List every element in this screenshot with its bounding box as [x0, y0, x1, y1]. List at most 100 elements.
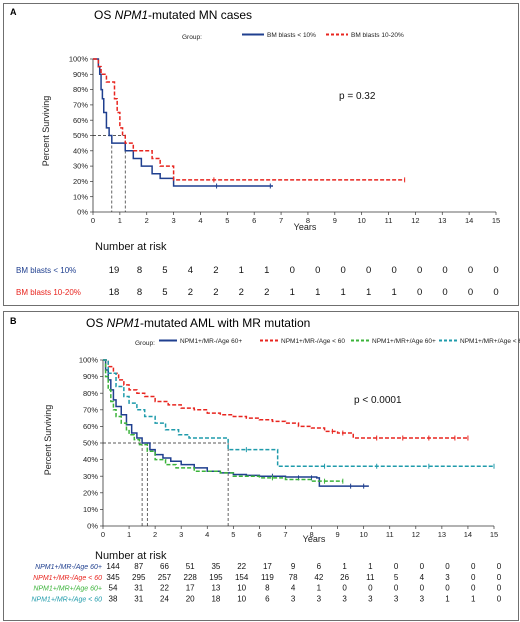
p0-risk-cell: 0 — [315, 265, 320, 276]
panel-b: B OS NPM1-mutated AML with MR mutation P… — [3, 311, 520, 621]
p0-risk-cell: 2 — [264, 287, 269, 298]
p1-risk-cell: 0 — [394, 584, 399, 593]
p1-x-tick-label: 5 — [231, 530, 235, 539]
y-axis-label-a: Percent Surviving — [41, 96, 51, 167]
p0-legend-label-0: BM blasts < 10% — [267, 32, 316, 39]
p1-risk-cell: 228 — [184, 573, 198, 582]
p1-risk-cell: 0 — [420, 584, 425, 593]
p1-x-tick-label: 9 — [336, 530, 340, 539]
p1-risk-cell: 8 — [265, 584, 270, 593]
p1-y-tick-label: 0% — [87, 522, 98, 531]
p1-y-tick-label: 40% — [83, 455, 98, 464]
p1-risk-cell: 0 — [368, 584, 373, 593]
p0-y-tick-label: 10% — [73, 192, 88, 201]
p0-y-tick-label: 80% — [73, 85, 88, 94]
p1-risk-cell: 0 — [497, 584, 502, 593]
p1-risk-cell: 24 — [160, 594, 169, 603]
p1-x-tick-label: 3 — [179, 530, 183, 539]
p0-y-tick-label: 60% — [73, 116, 88, 125]
p1-legend-label-0: NPM1+/MR-/Age 60+ — [180, 338, 242, 345]
p0-risk-cell: 1 — [341, 287, 346, 298]
p1-risk-cell: 0 — [471, 584, 476, 593]
p0-y-tick-label: 40% — [73, 146, 88, 155]
p0-risk-cell: 5 — [162, 287, 167, 298]
p1-x-tick-label: 14 — [464, 530, 472, 539]
p1-x-tick-label: 8 — [309, 530, 313, 539]
p0-risk-cell: 19 — [109, 265, 120, 276]
chart-title-b: OS NPM1-mutated AML with MR mutation — [86, 316, 310, 330]
p0-risk-cell: 1 — [315, 287, 320, 298]
p1-series-0-curve — [103, 359, 369, 487]
p0-risk-cell: 0 — [417, 287, 422, 298]
p1-risk-cell: 144 — [106, 562, 120, 571]
p0-risk-cell: 1 — [290, 287, 295, 298]
p0-x-tick-label: 11 — [385, 216, 393, 225]
p0-x-tick-label: 1 — [118, 216, 122, 225]
p0-x-tick-label: 7 — [279, 216, 283, 225]
p1-y-tick-label: 20% — [83, 488, 98, 497]
p1-risk-cell: 6 — [265, 594, 270, 603]
p1-risk-cell: 4 — [420, 573, 425, 582]
p1-risk-cell: 0 — [342, 584, 347, 593]
p0-y-tick-label: 70% — [73, 101, 88, 110]
p0-risk-cell: 2 — [213, 287, 218, 298]
p1-risk-cell: 257 — [158, 573, 172, 582]
chart-title-b-italic: NPM1 — [107, 316, 140, 330]
p1-risk-cell: 3 — [342, 594, 347, 603]
p0-y-tick-label: 30% — [73, 162, 88, 171]
chart-title-a-suffix: -mutated MN cases — [148, 8, 252, 22]
km-chart-a: A OS NPM1-mutated MN cases Percent Survi… — [10, 7, 500, 298]
p0-risk-cell: 2 — [188, 287, 193, 298]
p0-risk-row-label-1: BM blasts 10-20% — [16, 288, 81, 297]
risk-title-b: Number at risk — [95, 550, 167, 562]
p0-risk-cell: 1 — [239, 265, 244, 276]
p0-risk-cell: 8 — [137, 265, 142, 276]
x-axis-label-a: Years — [294, 222, 317, 232]
p1-series-2-curve — [103, 359, 343, 482]
p0-risk-cell: 0 — [417, 265, 422, 276]
p0-x-tick-label: 0 — [91, 216, 95, 225]
p0-risk-cell: 0 — [290, 265, 295, 276]
p1-x-tick-label: 2 — [153, 530, 157, 539]
y-axis-label-b: Percent Surviving — [43, 405, 53, 476]
p1-risk-cell: 1 — [445, 594, 450, 603]
p1-x-tick-label: 10 — [359, 530, 367, 539]
p0-risk-cell: 0 — [493, 287, 498, 298]
p1-y-tick-label: 10% — [83, 505, 98, 514]
p1-risk-row-label-0: NPM1+/MR-/Age 60+ — [35, 564, 102, 571]
p1-x-tick-label: 6 — [257, 530, 261, 539]
p0-y-tick-label: 20% — [73, 177, 88, 186]
p0-risk-cell: 0 — [442, 265, 447, 276]
p1-risk-cell: 3 — [317, 594, 322, 603]
p1-risk-cell: 17 — [186, 584, 195, 593]
p1-risk-cell: 54 — [109, 584, 118, 593]
p0-risk-cell: 1 — [391, 287, 396, 298]
p0-x-tick-label: 15 — [492, 216, 500, 225]
p1-risk-cell: 38 — [109, 594, 118, 603]
p1-risk-cell: 154 — [235, 573, 249, 582]
p1-risk-cell: 0 — [471, 562, 476, 571]
p1-risk-cell: 87 — [134, 562, 143, 571]
p1-risk-cell: 9 — [291, 562, 296, 571]
p1-risk-cell: 31 — [134, 594, 143, 603]
p0-x-tick-label: 2 — [145, 216, 149, 225]
p1-risk-cell: 3 — [445, 573, 450, 582]
p1-risk-cell: 195 — [209, 573, 223, 582]
p0-x-tick-label: 14 — [465, 216, 473, 225]
p0-risk-cell: 0 — [366, 265, 371, 276]
p0-x-tick-label: 13 — [438, 216, 446, 225]
p1-risk-cell: 3 — [394, 594, 399, 603]
p1-legend-label-1: NPM1+/MR-/Age < 60 — [281, 338, 345, 345]
p0-x-tick-label: 4 — [198, 216, 202, 225]
p0-risk-cell: 1 — [264, 265, 269, 276]
p0-y-tick-label: 50% — [73, 131, 88, 140]
p1-y-tick-label: 80% — [83, 389, 98, 398]
p1-risk-cell: 10 — [237, 594, 246, 603]
p1-risk-cell: 4 — [291, 584, 296, 593]
p0-risk-cell: 4 — [188, 265, 193, 276]
legend-title-a: Group: — [182, 34, 202, 41]
p1-risk-cell: 31 — [134, 584, 143, 593]
legend-title-b: Group: — [135, 340, 155, 347]
p1-x-tick-label: 4 — [205, 530, 209, 539]
p1-risk-cell: 66 — [160, 562, 169, 571]
